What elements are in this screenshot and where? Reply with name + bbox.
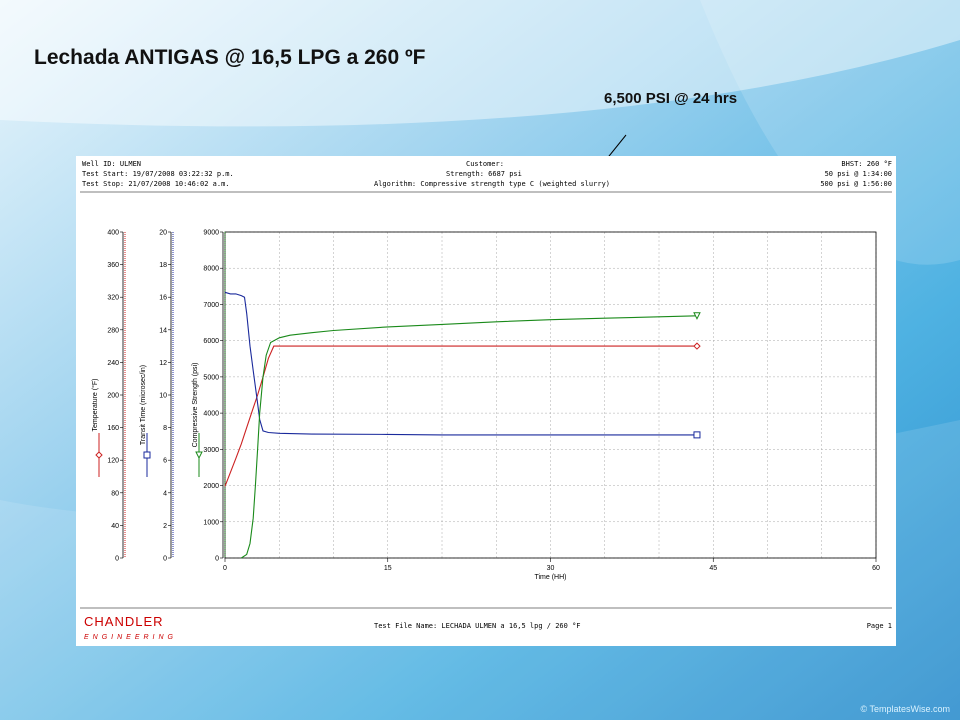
temperature-axis-label: Temperature (°F) — [91, 379, 99, 432]
temperature-tick-label: 80 — [111, 490, 119, 497]
temperature-tick-label: 200 — [107, 393, 119, 400]
strength-tick-label: 5000 — [203, 374, 219, 381]
header-algorithm: Algorithm: Compressive strength type C (… — [374, 180, 610, 188]
chandler-chart: Well ID: ULMEN Test Start: 19/07/2008 03… — [80, 160, 892, 641]
strength-axis-label: Compressive Strength (psi) — [192, 363, 199, 448]
strength-tick-label: 9000 — [203, 230, 219, 237]
header-test-start: Test Start: 19/07/2008 03:22:32 p.m. — [82, 170, 234, 178]
transit-tick-label: 0 — [163, 556, 167, 563]
transit-tick-label: 18 — [159, 262, 167, 269]
temperature-tick-label: 120 — [107, 458, 119, 465]
header-well-id: Well ID: ULMEN — [82, 160, 141, 168]
temperature-tick-label: 360 — [107, 262, 119, 269]
header-50psi: 50 psi @ 1:34:00 — [825, 170, 892, 178]
temperature-tick-label: 280 — [107, 327, 119, 334]
header-test-stop: Test Stop: 21/07/2008 10:46:02 a.m. — [82, 180, 230, 188]
x-tick-label: 15 — [384, 565, 392, 572]
transit-tick-label: 16 — [159, 295, 167, 302]
transit-legend-marker — [143, 451, 151, 459]
transit-tick-label: 6 — [163, 458, 167, 465]
temperature-tick-label: 320 — [107, 295, 119, 302]
transit-tick-label: 10 — [159, 393, 167, 400]
temperature-tick-label: 400 — [107, 230, 119, 237]
slide-title: Lechada ANTIGAS @ 16,5 LPG a 260 ºF — [34, 46, 426, 69]
transit-axis-label: Transit Time (microsec/in) — [140, 365, 147, 445]
chart-panel: Well ID: ULMEN Test Start: 19/07/2008 03… — [76, 156, 896, 646]
watermark: © TemplatesWise.com — [860, 704, 951, 714]
transit-tick-label: 14 — [159, 327, 167, 334]
temperature-tick-label: 0 — [115, 556, 119, 563]
transit-tick-label: 4 — [163, 490, 167, 497]
transit-end-marker — [693, 431, 701, 439]
chandler-logo: CHANDLER — [84, 614, 164, 629]
callout-label: 6,500 PSI @ 24 hrs — [604, 90, 738, 107]
test-file-name: Test File Name: LECHADA ULMEN a 16,5 lpg… — [374, 622, 581, 630]
transit-tick-label: 12 — [159, 360, 167, 367]
temperature-legend-marker — [95, 451, 103, 459]
x-axis-label: Time (HH) — [534, 574, 566, 581]
temperature-series-line — [224, 345, 697, 487]
transit-series-line — [224, 291, 697, 436]
page-number: Page 1 — [867, 622, 892, 630]
strength-tick-label: 7000 — [203, 302, 219, 309]
temperature-tick-label: 240 — [107, 360, 119, 367]
x-tick-label: 60 — [872, 565, 880, 572]
temperature-tick-label: 160 — [107, 425, 119, 432]
strength-end-marker — [693, 312, 701, 320]
temperature-tick-label: 40 — [111, 523, 119, 530]
strength-tick-label: 4000 — [203, 411, 219, 418]
chandler-logo-subtitle: ENGINEERING — [84, 634, 177, 641]
x-tick-label: 45 — [709, 565, 717, 572]
x-tick-label: 0 — [223, 565, 227, 572]
strength-legend-marker — [195, 451, 203, 460]
transit-tick-label: 2 — [163, 523, 167, 530]
strength-series-line — [240, 315, 698, 559]
strength-tick-label: 2000 — [203, 483, 219, 490]
header-500psi: 500 psi @ 1:56:00 — [820, 180, 892, 188]
chart-grid — [224, 231, 877, 559]
header-bhst: BHST: 260 °F — [841, 160, 892, 168]
temperature-end-marker — [693, 342, 701, 350]
header-customer: Customer: — [466, 160, 504, 168]
header-strength: Strength: 6687 psi — [446, 170, 522, 178]
strength-tick-label: 1000 — [203, 519, 219, 526]
chart-series — [224, 291, 701, 559]
strength-tick-label: 0 — [215, 556, 219, 563]
chart-axes — [95, 231, 877, 559]
transit-tick-label: 20 — [159, 230, 167, 237]
x-tick-label: 30 — [547, 565, 555, 572]
chart-ticks: 0 15 30 45 600408012016020024028032036040002… — [107, 230, 880, 573]
strength-tick-label: 8000 — [203, 266, 219, 273]
strength-tick-label: 6000 — [203, 338, 219, 345]
strength-tick-label: 3000 — [203, 447, 219, 454]
transit-tick-label: 8 — [163, 425, 167, 432]
